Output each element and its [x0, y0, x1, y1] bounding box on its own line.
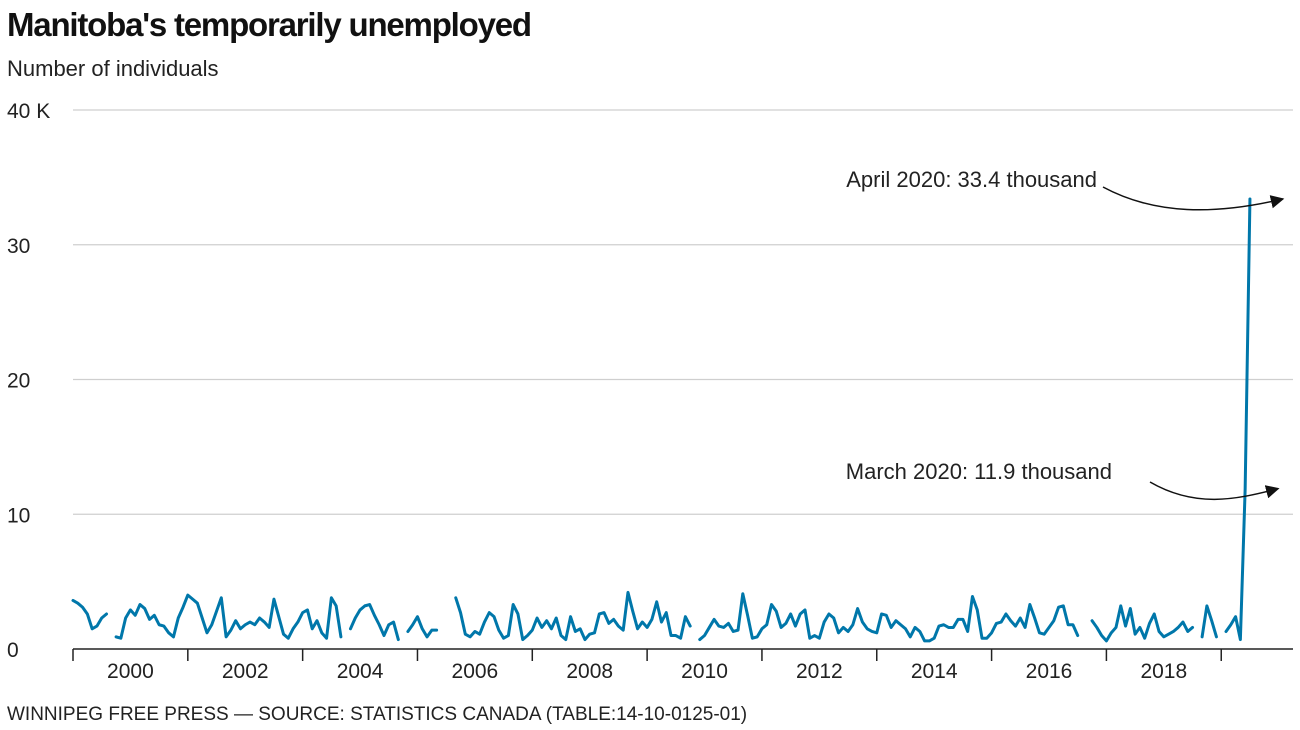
- y-tick-label: 20: [7, 370, 30, 393]
- x-tick-label: 2008: [566, 660, 613, 683]
- annotation-arrow: [1149, 481, 1280, 501]
- y-tick-label: 0: [7, 639, 19, 662]
- x-tick-label: 2012: [796, 660, 843, 683]
- x-tick-label: 2010: [681, 660, 728, 683]
- chart-subtitle: Number of individuals: [7, 56, 219, 81]
- y-tick-label: 30: [7, 235, 30, 258]
- y-tick-label: 40 K: [7, 100, 50, 123]
- y-tick-label: 10: [7, 504, 30, 527]
- x-tick-label: 2000: [107, 660, 154, 683]
- x-tick-label: 2016: [1026, 660, 1073, 683]
- source-credit: WINNIPEG FREE PRESS — SOURCE: STATISTICS…: [7, 704, 748, 725]
- annotation-arrow: [1102, 186, 1285, 211]
- annotations: April 2020: 33.4 thousand March 2020: 11.…: [846, 167, 1285, 501]
- x-axis: 2000 2002 2004 2006 2008 2010 2012 2014 2016 2018: [72, 648, 1293, 683]
- x-tick-label: 2006: [452, 660, 499, 683]
- y-axis-tick-labels: 0 10 20 30 40 K: [7, 100, 50, 662]
- gridlines: [73, 109, 1293, 515]
- x-tick-label: 2002: [222, 660, 269, 683]
- annotation-label: March 2020: 11.9 thousand: [846, 459, 1112, 484]
- x-tick-label: 2004: [337, 660, 384, 683]
- x-tick-label: 2014: [911, 660, 958, 683]
- chart-title: Manitoba's temporarily unemployed: [7, 6, 532, 43]
- data-series-line: [71, 197, 1252, 643]
- annotation-label: April 2020: 33.4 thousand: [846, 167, 1097, 192]
- x-tick-label: 2018: [1140, 660, 1187, 683]
- series-line: [71, 197, 1252, 643]
